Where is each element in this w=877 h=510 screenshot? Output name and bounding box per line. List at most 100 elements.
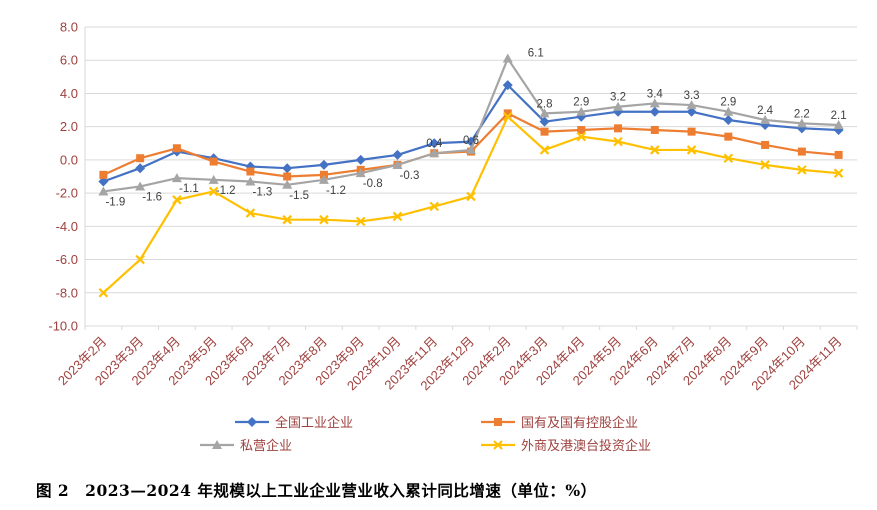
series-marker-3 (172, 194, 182, 205)
data-label: 3.2 (610, 92, 626, 104)
series-marker-0 (649, 106, 660, 117)
figure-caption: 图 2 2023—2024 年规模以上工业企业营业收入累计同比增速（单位：%） (36, 481, 597, 500)
series-marker-3 (833, 168, 844, 178)
series-marker-1 (834, 150, 843, 159)
legend-marker-shape (494, 417, 502, 426)
legend-marker-private-icon (200, 439, 234, 449)
data-label: 2.8 (537, 98, 553, 110)
series-marker-1 (283, 172, 292, 181)
data-label: -1.6 (142, 191, 162, 203)
legend-marker-foreign-icon (481, 439, 515, 450)
legend-label-state-owned: 国有及国有控股企业 (521, 415, 639, 430)
series-marker-3 (135, 254, 145, 265)
legend-marker-shape (493, 439, 503, 450)
series-marker-2 (245, 176, 256, 186)
y-axis-tick-label: 6.0 (60, 53, 78, 68)
data-label: -1.3 (253, 186, 273, 198)
series-marker-1 (136, 154, 145, 163)
series-marker-3 (245, 208, 256, 218)
series-marker-3 (797, 165, 807, 175)
data-label: 2.4 (757, 105, 774, 117)
data-label: -0.3 (400, 170, 420, 182)
series-marker-2 (282, 179, 293, 189)
data-label: -1.5 (289, 190, 309, 202)
y-axis-tick-label: 8.0 (60, 20, 78, 35)
series-marker-0 (502, 80, 513, 91)
data-label: -1.2 (326, 185, 346, 197)
series-marker-1 (172, 144, 181, 153)
series-marker-2 (318, 174, 329, 184)
y-axis-tick-label: 4.0 (60, 86, 78, 101)
data-label: 3.3 (684, 90, 700, 102)
series-marker-2 (98, 186, 109, 196)
series-marker-0 (318, 159, 329, 170)
series-marker-3 (208, 186, 219, 197)
series-marker-3 (576, 131, 587, 142)
data-label: -1.2 (216, 185, 236, 197)
series-marker-1 (687, 127, 696, 136)
series-marker-0 (135, 163, 146, 174)
legend-item-state-owned: 国有及国有控股企业 (481, 412, 638, 431)
series-marker-0 (98, 176, 109, 187)
series-marker-2 (429, 148, 440, 158)
series-marker-2 (649, 98, 660, 108)
y-axis-tick-label: -6.0 (56, 252, 78, 267)
series-marker-0 (355, 154, 366, 165)
series-marker-3 (466, 191, 476, 202)
y-axis-tick-label: -2.0 (56, 186, 78, 201)
data-label: 0.6 (463, 135, 479, 147)
series-marker-0 (539, 116, 550, 127)
data-label: 0.4 (426, 138, 443, 150)
data-label: 2.9 (720, 97, 736, 109)
series-marker-3 (686, 145, 697, 155)
legend-item-national: 全国工业企业 (235, 412, 353, 431)
line-chart: 8.06.04.02.00.0-2.0-4.0-6.0-8.0-10.02023… (48, 20, 858, 393)
series-marker-3 (650, 145, 660, 155)
series-marker-0 (282, 163, 293, 174)
series-marker-1 (246, 167, 255, 176)
legend-label-foreign: 外商及港澳台投资企业 (521, 438, 652, 453)
series-marker-3 (539, 145, 550, 155)
series-marker-1 (99, 170, 108, 179)
series-marker-2 (760, 115, 771, 125)
legend-marker-state-owned-icon (481, 417, 515, 426)
data-label: 6.1 (528, 48, 544, 60)
series-marker-2 (208, 174, 219, 184)
data-label: 2.1 (831, 110, 847, 122)
series-marker-3 (723, 153, 734, 164)
series-marker-3 (392, 211, 403, 222)
series-marker-1 (503, 109, 512, 118)
data-label: 3.4 (647, 88, 664, 100)
series-marker-2 (833, 120, 844, 130)
y-axis-tick-label: -10.0 (48, 319, 78, 334)
series-marker-2 (466, 144, 476, 154)
y-axis-tick-label: -8.0 (56, 285, 78, 300)
series-marker-3 (282, 214, 292, 225)
series-marker-1 (797, 147, 806, 156)
series-marker-2 (613, 101, 624, 111)
series-marker-2 (171, 173, 182, 183)
series-marker-0 (429, 138, 440, 149)
series-marker-2 (502, 53, 513, 63)
legend-item-foreign: 外商及港澳台投资企业 (481, 435, 651, 454)
data-label: -1.9 (105, 196, 125, 208)
series-marker-3 (98, 287, 109, 298)
series-marker-2 (539, 108, 550, 118)
series-marker-2 (686, 100, 697, 110)
series-marker-2 (135, 181, 146, 191)
legend-label-national: 全国工业企业 (275, 415, 354, 430)
series-marker-1 (650, 125, 659, 134)
legend-marker-national-icon (235, 416, 269, 427)
data-label: 2.9 (573, 97, 589, 109)
data-label: -1.1 (179, 183, 199, 195)
legend-marker-shape (247, 416, 257, 427)
data-label: -0.8 (363, 178, 383, 190)
series-marker-1 (209, 157, 218, 166)
series-marker-3 (760, 160, 770, 170)
series-marker-2 (576, 106, 587, 116)
legend-item-private: 私营企业 (200, 435, 292, 454)
series-marker-3 (613, 136, 623, 147)
legend-marker-shape (212, 439, 222, 449)
series-marker-1 (724, 132, 733, 141)
